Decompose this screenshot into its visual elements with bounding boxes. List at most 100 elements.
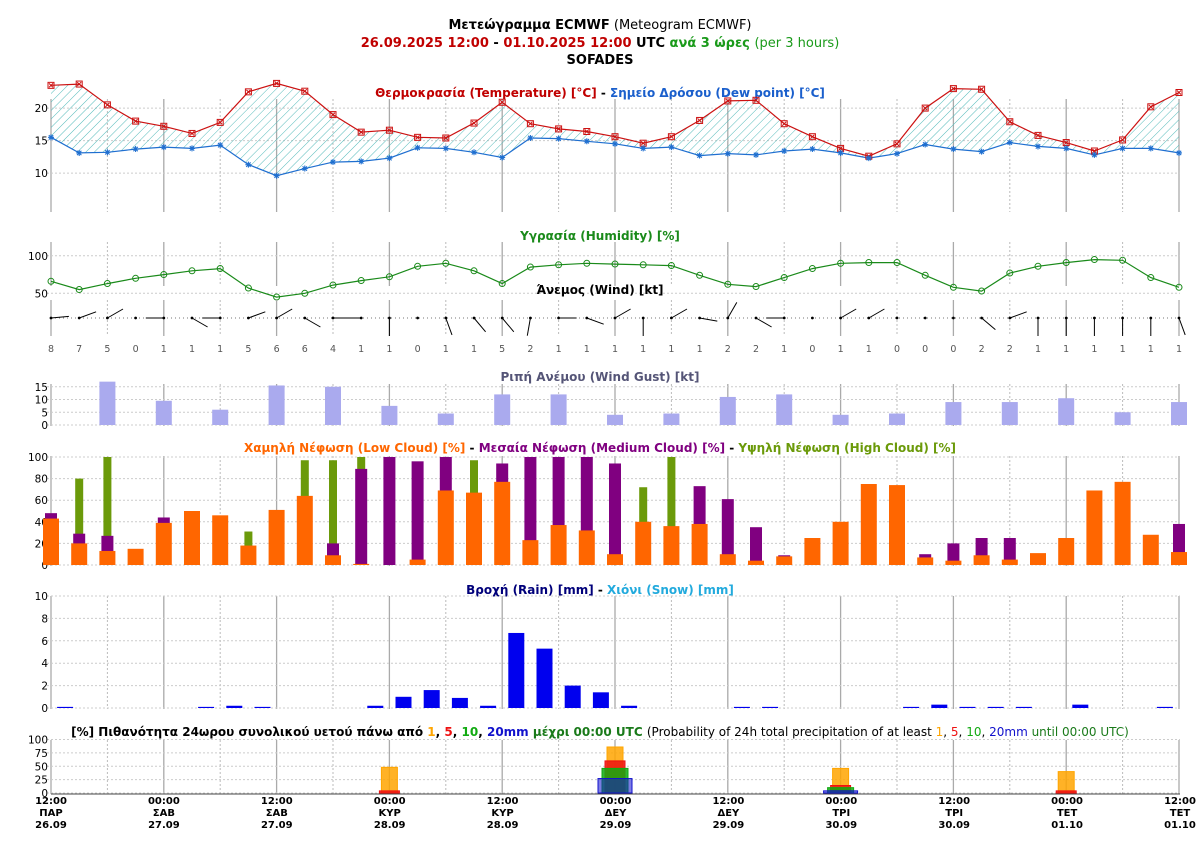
prob-en-c3: , [981,725,989,739]
time-axis-date: 27.09 [261,820,293,831]
temperature-point [160,122,168,130]
wind-barb [1178,317,1186,336]
temperature-point [724,97,732,105]
prob-en-10: 10 [966,725,981,739]
rain-y-tick: 2 [41,681,48,693]
low-cloud-bar [776,556,793,565]
rain-bar [451,697,468,708]
dew-point-point [922,141,929,148]
temperature-point [1119,136,1127,144]
humidity-point [949,283,957,291]
temperature-point-cross [48,82,54,88]
time-axis-time: 12:00 [1164,796,1196,807]
rain-bar [733,706,750,708]
wind-speed-label: 7 [76,344,82,355]
rain-y-tick: 8 [41,613,48,625]
temperature-point-cross [951,86,956,91]
wind-speed-label: 0 [950,344,956,355]
temperature-point [216,118,224,126]
wind-barb [276,308,293,319]
temperature-point [949,85,957,93]
humidity-line [50,258,1180,298]
time-axis-day: ΚΥΡ [379,808,401,819]
dew-point-point [809,146,816,153]
humidity-point [244,284,252,292]
probability-bar-5 [1055,790,1077,794]
temperature-point-cross [838,146,843,151]
temp-y-tick: 15 [35,136,48,148]
temperature-point-cross [217,120,223,125]
dew-point-point [189,145,195,152]
humidity-point [526,263,534,271]
humidity-point [808,265,816,273]
high-cloud-bar [75,478,84,565]
wind-barb [868,308,885,319]
gust-bar [1001,402,1018,425]
temperature-point [103,101,111,109]
period-sep: - [493,36,499,51]
high-cloud-bar [329,460,337,565]
gust-bar [99,381,116,425]
temperature-point [780,120,788,128]
humidity-point [583,259,591,267]
dew-point-point [160,144,167,151]
time-axis-time: 00:00 [1051,796,1083,807]
gust-bar [381,405,398,425]
temperature-point [273,79,281,87]
gust-bar [1171,402,1187,425]
interval-gr: ανά 3 ώρες [669,36,750,51]
wind-speed-label: 8 [48,344,54,355]
period-start: 26.09.2025 12:00 [360,36,489,51]
wind-speed-label: 2 [979,344,985,355]
dew-point-point [104,149,111,156]
medium-cloud-bar [609,463,621,565]
probability-bar-20mm [823,790,859,794]
humidity-point [865,259,873,267]
wind-barb [981,317,996,330]
wind-speed-label: 1 [866,344,872,355]
dew-point-point [978,148,985,155]
gust-title-text: Ριπή Ανέμου (Wind Gust) [kt] [501,370,700,384]
prob-en-20: 20mm [989,725,1028,739]
temperature-point [1147,103,1155,111]
humidity-point [667,262,675,270]
low-cloud-bar [748,560,764,565]
temperature-point-cross [753,97,759,103]
temperature-point-cross [1007,119,1013,125]
medium-cloud-bar [411,461,424,565]
rain-bar [1072,704,1089,708]
low-cloud-bar [1171,552,1187,565]
rain-bar [621,705,638,708]
rain-title: Βροχή (Rain) [mm] - Χιόνι (Snow) [mm] [466,583,734,597]
location-name: SOFADES [566,53,634,68]
gust-bar [550,394,567,425]
dew-point-point [499,154,506,161]
rain-bar [762,706,779,708]
medium-cloud-bar [947,543,960,565]
wind-speed-label: 6 [274,344,280,355]
gust-bar [437,413,454,425]
low-cloud-bar [607,554,623,565]
humidity-point [1090,256,1098,264]
low-cloud-bar [663,526,680,565]
medium-cloud-bar [750,527,762,565]
wind-barb [79,311,97,319]
rain-y-tick: 4 [41,658,48,670]
low-cloud-bar [296,495,313,565]
temperature-point [132,117,140,125]
rain-y-tick: 6 [41,636,48,648]
gust-y-tick: 15 [35,382,48,394]
prob-title-20: 20mm [487,725,529,739]
gust-bar [268,385,285,425]
humidity-point [47,277,55,285]
time-axis-date: 26.09 [35,820,67,831]
gust-bar [889,413,905,425]
low-cloud-bar [127,548,144,565]
dew-point-point [358,158,365,165]
wind-speed-label: 2 [753,344,759,355]
wind-barb [755,317,772,328]
temperature-point-cross [669,134,674,140]
temperature-point [470,119,478,127]
humidity-point [75,286,83,294]
gust-bar [1114,412,1131,425]
